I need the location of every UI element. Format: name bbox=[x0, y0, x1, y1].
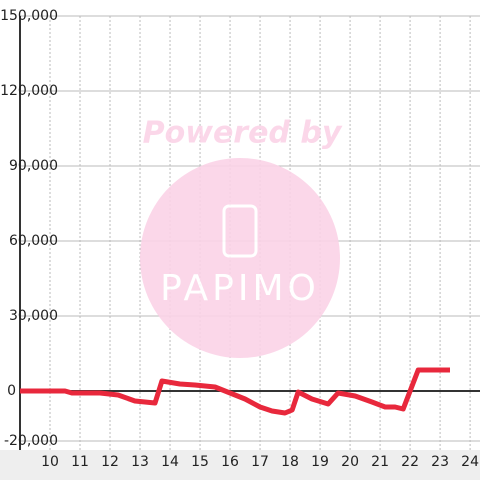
x-tick-label: 21 bbox=[371, 454, 389, 470]
x-tick-label: 16 bbox=[221, 454, 239, 470]
y-tick-label: 0 bbox=[7, 383, 16, 399]
x-tick-label: 15 bbox=[191, 454, 209, 470]
x-tick-label: 17 bbox=[251, 454, 269, 470]
watermark-title: Powered by bbox=[143, 116, 343, 151]
y-tick-label: 60,000 bbox=[9, 233, 58, 249]
data-line bbox=[20, 367, 450, 416]
x-tick-label: 18 bbox=[281, 454, 299, 470]
x-tick-label: 11 bbox=[71, 454, 89, 470]
x-tick-label: 14 bbox=[161, 454, 179, 470]
y-tick-label: 90,000 bbox=[9, 158, 58, 174]
x-tick-label: 24 bbox=[461, 454, 479, 470]
y-tick-label: 120,000 bbox=[0, 83, 58, 99]
x-tick-label: 19 bbox=[311, 454, 329, 470]
watermark-circle bbox=[140, 158, 340, 358]
x-tick-label: 13 bbox=[131, 454, 149, 470]
watermark-phone bbox=[222, 204, 258, 258]
x-tick-label: 20 bbox=[341, 454, 359, 470]
x-tick-label: 23 bbox=[431, 454, 449, 470]
x-tick-label: 12 bbox=[101, 454, 119, 470]
x-axis-band bbox=[0, 450, 480, 480]
x-tick-label: 22 bbox=[401, 454, 419, 470]
watermark: Powered by PAPIMO bbox=[140, 116, 343, 358]
y-tick-label: 150,000 bbox=[0, 8, 58, 24]
x-tick-label: 10 bbox=[41, 454, 59, 470]
y-tick-label: 30,000 bbox=[9, 308, 58, 324]
watermark-logo: PAPIMO bbox=[160, 268, 320, 309]
y-tick-label: -20,000 bbox=[4, 433, 58, 449]
